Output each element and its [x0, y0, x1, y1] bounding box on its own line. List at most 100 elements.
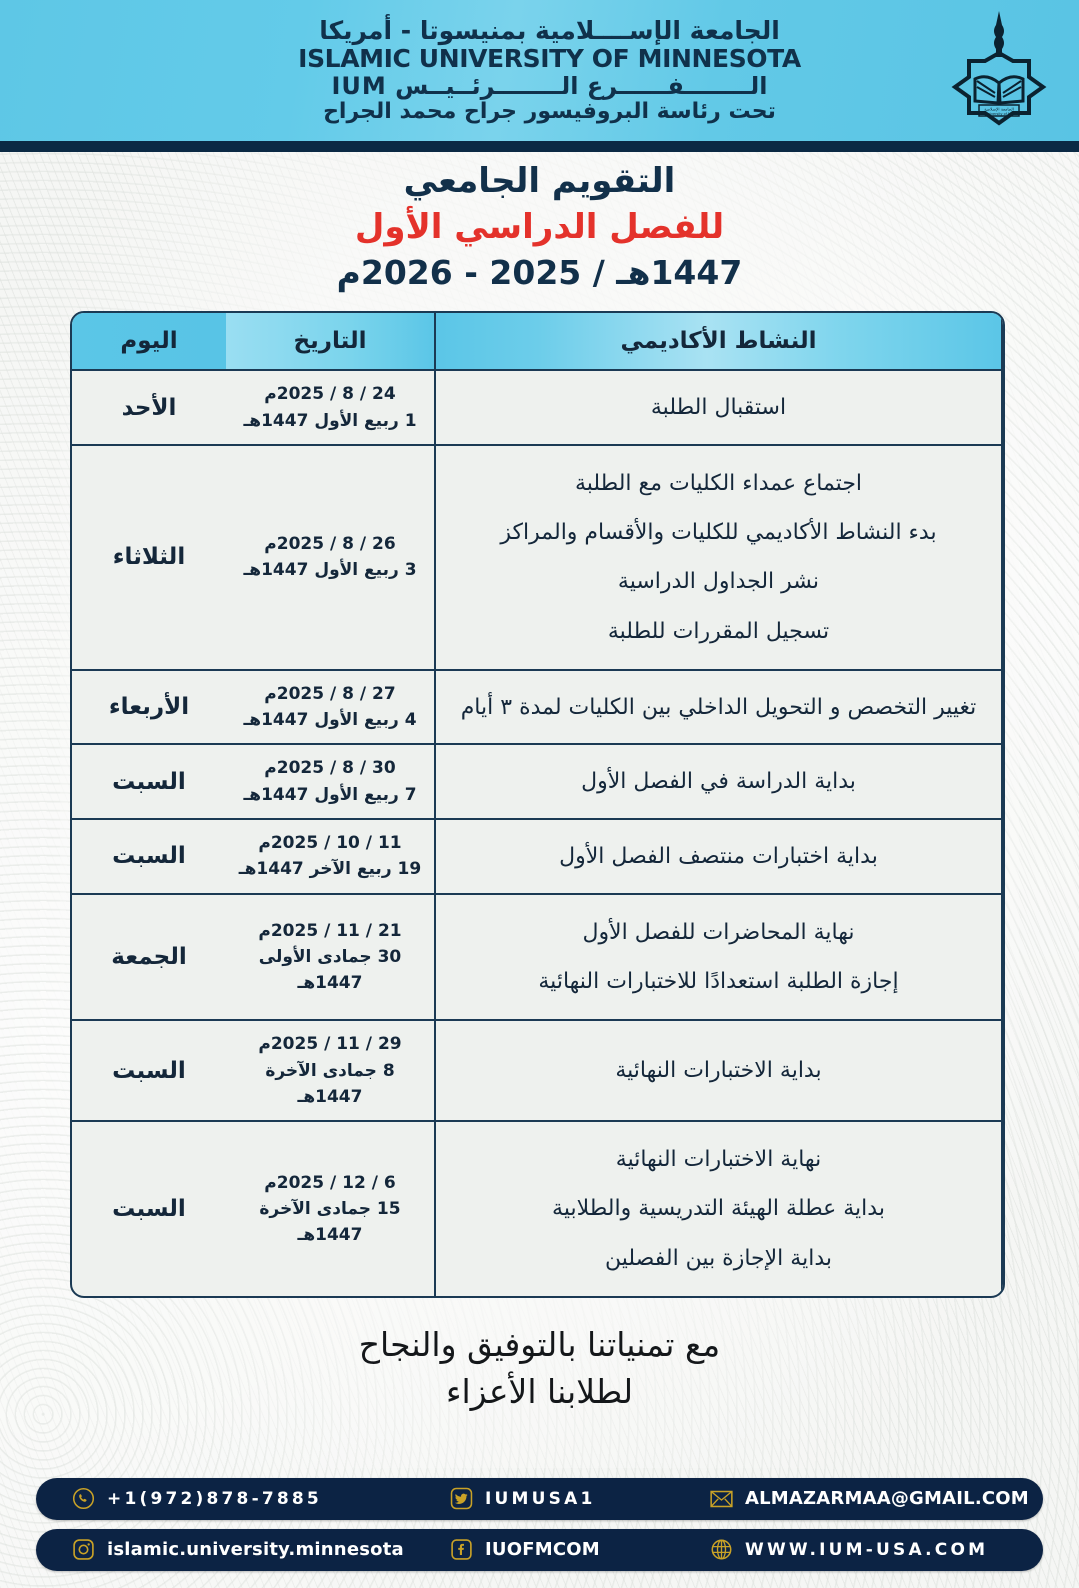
president-line: تحت رئاسة البروفيسور جراح محمد الجراح	[323, 98, 776, 124]
cell-day: الأحد	[72, 371, 226, 447]
contact-item[interactable]: IUMUSA1	[450, 1487, 710, 1510]
date-line: 30 جمادى الأولى 1447هـ	[258, 946, 402, 994]
table-row: استقبال الطلبة 24 / 8 / 2025م 1 ربيع الأول…	[72, 371, 1003, 447]
title-line-2: للفصل الدراسي الأول	[354, 206, 725, 247]
contact-item[interactable]: IUOFMCOM	[450, 1538, 710, 1561]
date-line: 24 / 8 / 2025م	[264, 384, 396, 405]
email-icon	[710, 1487, 733, 1510]
cell-date: 6 / 12 / 2025م 15 جمادى الآخرة 1447هـ	[226, 1122, 436, 1296]
cell-activity: استقبال الطلبة	[436, 371, 1003, 447]
date-line: 7 ربيع الأول 1447هـ	[243, 784, 417, 805]
header-divider-bar	[0, 141, 1079, 152]
university-name-arabic: الجامعة الإســــلامية بمنيسوتا - أمريكا	[319, 15, 780, 45]
instagram-icon	[72, 1538, 95, 1561]
svg-text:الجامعة الإسلامية: الجامعة الإسلامية	[984, 106, 1014, 112]
university-logo: الجامعة الإسلامية Islamic University of …	[919, 0, 1079, 141]
table-row: تغيير التخصص و التحويل الداخلي بين الكلي…	[72, 670, 1003, 746]
svg-text:Islamic University of Minnesot: Islamic University of Minnesota	[972, 112, 1025, 116]
activity-line: بداية عطلة الهيئة التدريسية والطلابية	[552, 1196, 885, 1222]
cell-date: 21 / 11 / 2025م 30 جمادى الأولى 1447هـ	[226, 894, 436, 1022]
cell-activity: اجتماع عمداء الكليات مع الطلبة بدء النشاط…	[436, 446, 1003, 671]
wishes-line-1: مع تمنياتنا بالتوفيق والنجاح	[358, 1324, 721, 1364]
contact-text: islamic.university.minnesota	[107, 1539, 404, 1560]
wishes-line-2: لطلابنا الأعزاء	[445, 1371, 634, 1411]
calendar-table-wrap: النشاط الأكاديمي التاريخ اليوم استقبال ا…	[70, 311, 1005, 1298]
activity-line: نهاية الاختبارات النهائية	[615, 1147, 822, 1173]
activity-line: تغيير التخصص و التحويل الداخلي بين الكلي…	[460, 694, 977, 720]
date-line: 29 / 11 / 2025م	[258, 1034, 402, 1055]
cell-date: 27 / 8 / 2025م 4 ربيع الأول 1447هـ	[226, 670, 436, 746]
contact-text: IUOFMCOM	[485, 1539, 600, 1560]
page-title: التقويم الجامعي للفصل الدراسي الأول 1447…	[0, 141, 1079, 295]
cell-activity: بداية الاختبارات النهائية	[436, 1021, 1003, 1123]
date-line: 19 ربيع الآخر 1447هـ	[238, 859, 422, 880]
activity-line: تسجيل المقررات للطلبة	[607, 618, 830, 644]
cell-day: السبت	[72, 1021, 226, 1123]
activity-line: بداية الدراسة في الفصل الأول	[581, 769, 856, 795]
university-name-english: ISLAMIC UNIVERSITY OF MINNESOTA	[298, 43, 801, 73]
cell-date: 26 / 8 / 2025م 3 ربيع الأول 1447هـ	[226, 446, 436, 671]
date-line: 26 / 8 / 2025م	[264, 534, 396, 555]
contact-item[interactable]: ALMAZARMAA@GMAIL.COM	[710, 1487, 1029, 1510]
activity-line: بدء النشاط الأكاديمي للكليات والأقسام وا…	[500, 520, 937, 546]
cell-activity: نهاية المحاضرات للفصل الأول إجازة الطلبة …	[436, 894, 1003, 1022]
cell-date: 30 / 8 / 2025م 7 ربيع الأول 1447هـ	[226, 745, 436, 821]
cell-day: السبت	[112, 1196, 186, 1223]
contact-item[interactable]: +1(972)878-7885	[50, 1487, 450, 1510]
table-row: نهاية المحاضرات للفصل الأول إجازة الطلبة …	[72, 894, 1003, 1022]
activity-line: بداية الاختبارات النهائية	[615, 1058, 822, 1084]
column-header-activity: النشاط الأكاديمي	[436, 313, 1003, 372]
date-line: 15 جمادى الآخرة 1447هـ	[259, 1198, 401, 1246]
contact-item[interactable]: WWW.IUM-USA.COM	[710, 1538, 1029, 1561]
contact-text: WWW.IUM-USA.COM	[745, 1539, 989, 1560]
contact-row: +1(972)878-7885 IUMUSA1 ALMAZARMAA@GMAIL.C…	[36, 1477, 1043, 1520]
academic-calendar-table: النشاط الأكاديمي التاريخ اليوم استقبال ا…	[70, 311, 1005, 1298]
contact-bar: +1(972)878-7885 IUMUSA1 ALMAZARMAA@GMAIL.C…	[0, 1468, 1079, 1588]
cell-day: السبت	[72, 745, 226, 821]
date-line: 1 ربيع الأول 1447هـ	[243, 410, 417, 431]
activity-line: اجتماع عمداء الكليات مع الطلبة	[574, 471, 863, 497]
activity-line: نهاية المحاضرات للفصل الأول	[582, 919, 855, 945]
activity-line: استقبال الطلبة	[650, 395, 787, 421]
column-header-day: اليوم	[72, 313, 226, 372]
table-row: نهاية الاختبارات النهائية بداية عطلة الهي…	[72, 1122, 1003, 1296]
cell-activity: تغيير التخصص و التحويل الداخلي بين الكلي…	[436, 670, 1003, 746]
date-line: 27 / 8 / 2025م	[264, 683, 396, 704]
table-row: بداية الدراسة في الفصل الأول 30 / 8 / 202…	[72, 745, 1003, 821]
masthead-text-block: الجامعة الإســــلامية بمنيسوتا - أمريكا …	[0, 15, 919, 125]
cell-day: الجمعة	[72, 895, 226, 1022]
table-header: النشاط الأكاديمي التاريخ اليوم	[72, 313, 1003, 372]
cell-date: 11 / 10 / 2025م 19 ربيع الآخر 1447هـ	[226, 820, 436, 895]
table-row: بداية اختبارات منتصف الفصل الأول 11 / 10 …	[72, 820, 1003, 895]
masthead: الجامعة الإسلامية Islamic University of …	[0, 0, 1079, 141]
closing-wishes: مع تمنياتنا بالتوفيق والنجاح لطلابنا الأ…	[0, 1322, 1079, 1416]
globe-icon	[710, 1538, 733, 1561]
twitter-icon	[450, 1487, 473, 1510]
contact-text: +1(972)878-7885	[107, 1488, 322, 1509]
table-row: اجتماع عمداء الكليات مع الطلبة بدء النشاط…	[72, 446, 1003, 671]
cell-day: السبت	[72, 820, 226, 895]
contact-text: ALMAZARMAA@GMAIL.COM	[745, 1488, 1029, 1509]
column-header-date: التاريخ	[226, 313, 436, 372]
activity-line: بداية اختبارات منتصف الفصل الأول	[559, 843, 878, 869]
activity-line: إجازة الطلبة استعدادًا للاختبارات النهائ…	[538, 969, 899, 995]
contact-item[interactable]: islamic.university.minnesota	[50, 1538, 450, 1561]
cell-date: 29 / 11 / 2025م 8 جمادى الآخرة 1447هـ	[226, 1021, 436, 1123]
title-line-1: التقويم الجامعي	[403, 161, 676, 201]
date-line: 11 / 10 / 2025م	[258, 833, 402, 854]
cell-activity: بداية اختبارات منتصف الفصل الأول	[436, 820, 1003, 895]
table-body: استقبال الطلبة 24 / 8 / 2025م 1 ربيع الأول…	[72, 371, 1003, 1296]
whatsapp-icon	[72, 1487, 95, 1510]
branch-line: الــــــــفــــــرع الــــــــرئــيــس I…	[331, 71, 768, 100]
contact-text: IUMUSA1	[485, 1488, 596, 1509]
cell-activity: نهاية الاختبارات النهائية بداية عطلة الهي…	[436, 1122, 1003, 1296]
title-line-3: 1447هـ / 2025 - 2026م	[336, 252, 743, 292]
table-row: بداية الاختبارات النهائية 29 / 11 / 2025م…	[72, 1021, 1003, 1123]
facebook-icon	[450, 1538, 473, 1561]
date-line: 6 / 12 / 2025م	[264, 1172, 396, 1193]
date-line: 30 / 8 / 2025م	[264, 758, 396, 779]
cell-date: 24 / 8 / 2025م 1 ربيع الأول 1447هـ	[226, 371, 436, 447]
table-header-row: النشاط الأكاديمي التاريخ اليوم	[72, 313, 1003, 372]
date-line: 4 ربيع الأول 1447هـ	[243, 710, 417, 731]
